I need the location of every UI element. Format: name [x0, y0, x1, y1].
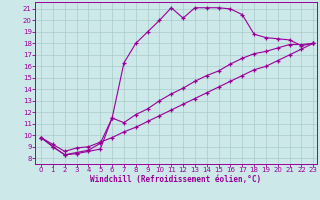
X-axis label: Windchill (Refroidissement éolien,°C): Windchill (Refroidissement éolien,°C) — [91, 175, 261, 184]
